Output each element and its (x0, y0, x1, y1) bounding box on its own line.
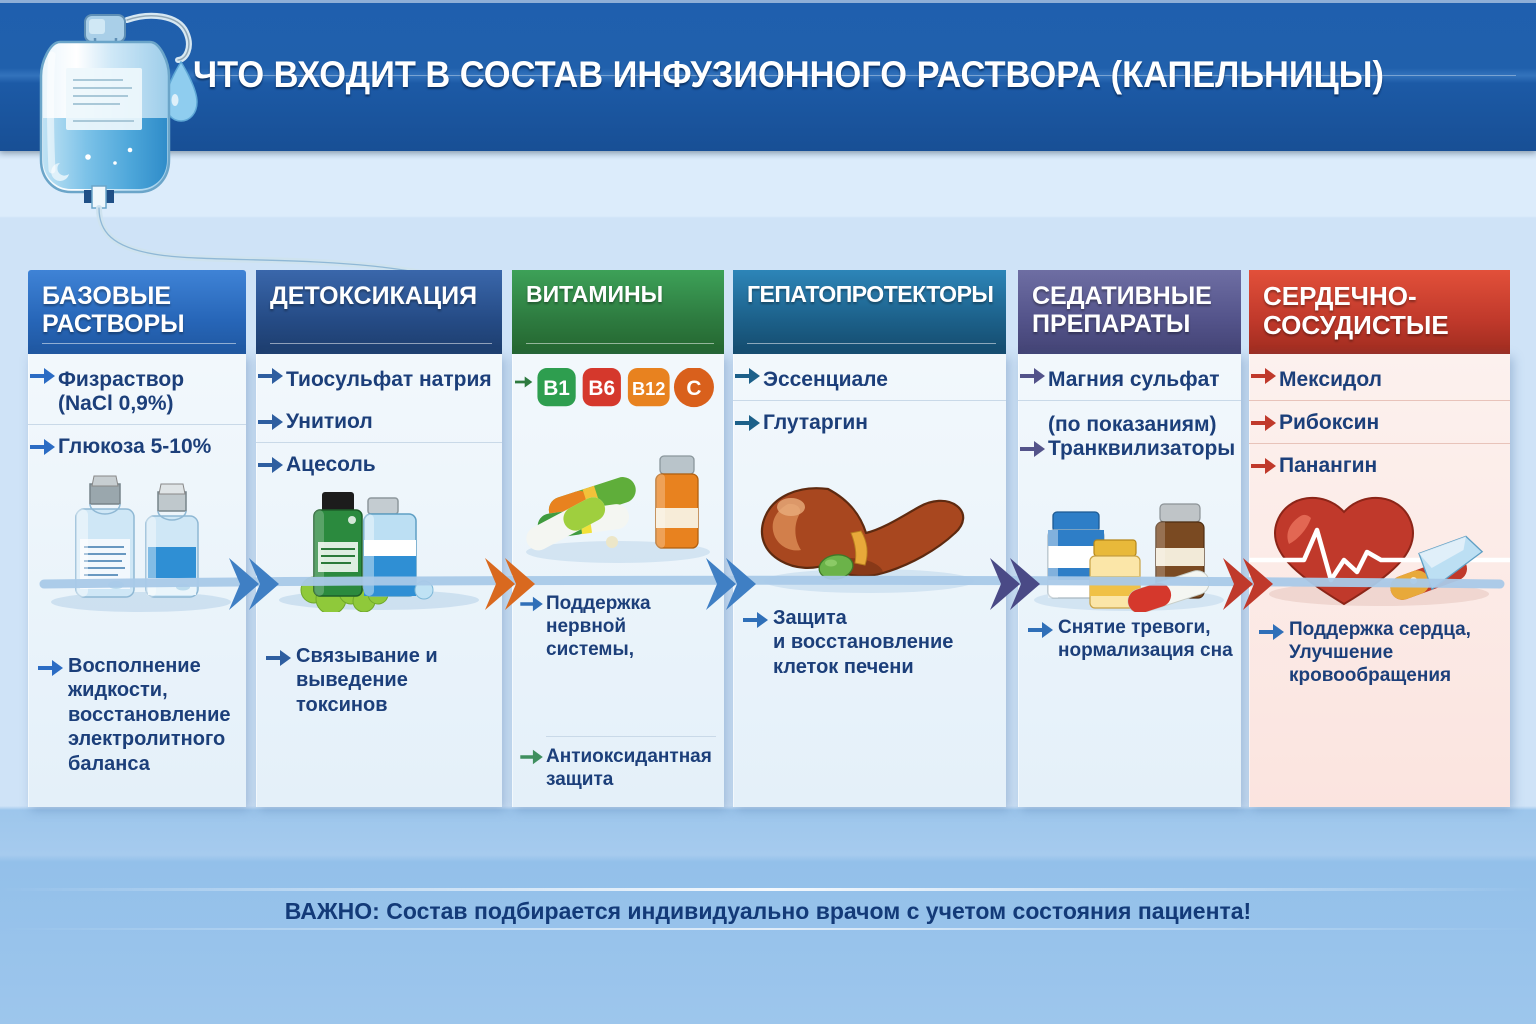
svg-text:C: C (686, 377, 701, 400)
svg-text:B12: B12 (632, 378, 665, 399)
svg-text:B6: B6 (588, 377, 615, 400)
svg-text:B1: B1 (543, 377, 570, 400)
